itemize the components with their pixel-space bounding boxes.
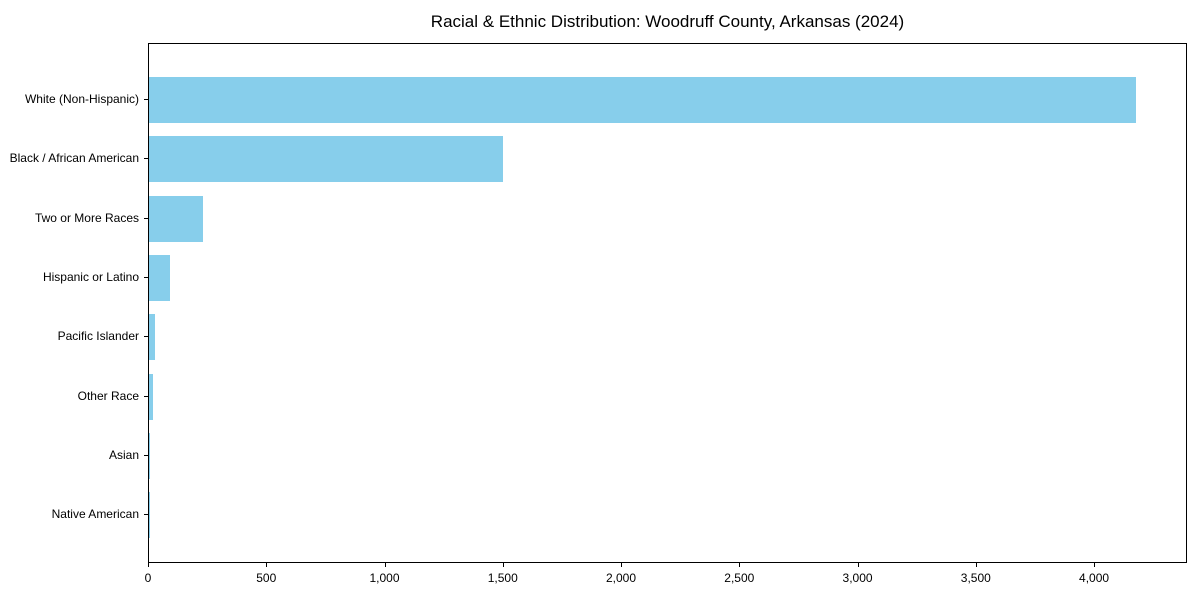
x-tick-label: 4,000 xyxy=(1079,571,1110,585)
y-tick-mark xyxy=(144,276,148,278)
x-tick-mark xyxy=(384,563,386,567)
y-axis-label-white-non-hispanic: White (Non-Hispanic) xyxy=(24,92,139,106)
x-tick-mark xyxy=(502,563,504,567)
y-axis-label-hispanic-or-latino: Hispanic or Latino xyxy=(42,269,139,284)
y-tick-mark xyxy=(144,336,148,338)
x-tick-label: 2,500 xyxy=(724,571,755,585)
x-tick-label: 1,000 xyxy=(369,571,400,585)
y-tick-mark xyxy=(144,99,148,100)
chart-title: Racial & Ethnic Distribution: Woodruff C… xyxy=(430,12,905,31)
bar-white-non-hispanic xyxy=(149,77,1137,123)
bar-two-or-more-races xyxy=(149,195,204,242)
bar-asian xyxy=(149,432,150,479)
x-tick-label: 3,000 xyxy=(842,571,873,585)
bar-other-race xyxy=(149,373,154,420)
bar-pacific-islander xyxy=(149,314,156,361)
y-axis-label-black-african-american: Black / African American xyxy=(9,151,139,166)
bar-hispanic-or-latino xyxy=(149,254,170,301)
x-tick-label: 0 xyxy=(144,571,152,585)
y-axis-label-native-american: Native American xyxy=(51,507,139,522)
x-tick-mark xyxy=(266,563,268,567)
x-tick-label: 2,000 xyxy=(606,571,637,585)
x-tick-label: 1,500 xyxy=(487,571,518,585)
y-axis-label-other-race: Other Race xyxy=(77,388,139,403)
x-tick-mark xyxy=(975,563,977,567)
x-tick-mark xyxy=(739,563,741,567)
x-tick-label: 500 xyxy=(256,571,277,585)
plot-area xyxy=(148,43,1187,563)
x-tick-mark xyxy=(621,563,623,567)
y-axis-label-pacific-islander: Pacific Islander xyxy=(57,329,139,344)
y-axis-label-two-or-more-races: Two or More Races xyxy=(34,210,139,225)
y-tick-mark xyxy=(144,514,148,516)
y-axis-label-asian: Asian xyxy=(108,447,139,462)
x-tick-mark xyxy=(857,563,859,567)
x-tick-mark xyxy=(148,563,149,567)
y-tick-mark xyxy=(144,395,148,397)
y-tick-mark xyxy=(144,158,148,160)
y-tick-mark xyxy=(144,217,148,219)
bar-black-african-american xyxy=(149,136,504,183)
y-tick-mark xyxy=(144,454,148,456)
x-tick-label: 3,500 xyxy=(960,571,991,585)
x-tick-mark xyxy=(1094,563,1096,567)
